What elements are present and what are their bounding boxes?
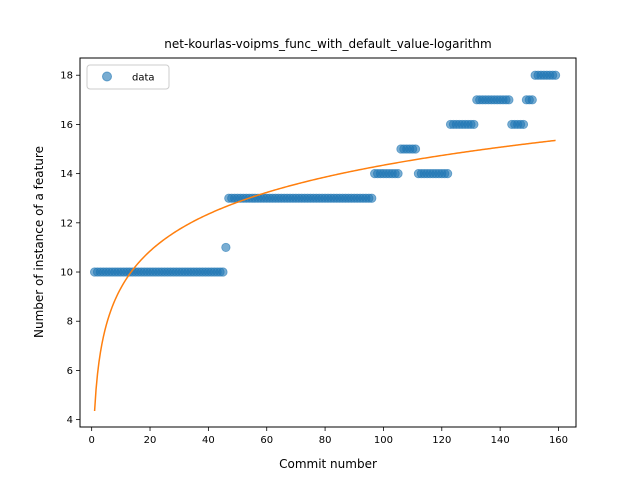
x-tick-label: 80 xyxy=(319,435,332,446)
y-tick-label: 16 xyxy=(60,120,73,131)
y-tick-label: 4 xyxy=(67,415,73,426)
y-tick-label: 14 xyxy=(60,169,73,180)
data-point xyxy=(393,169,403,179)
legend: data xyxy=(86,64,170,90)
x-tick-label: 140 xyxy=(491,435,510,446)
y-tick-label: 8 xyxy=(67,317,73,328)
data-point xyxy=(518,119,529,130)
fit-line xyxy=(93,139,556,412)
x-tick-label: 60 xyxy=(260,435,273,446)
data-point xyxy=(550,70,561,80)
data-point xyxy=(218,267,228,277)
legend-label-data: data xyxy=(132,73,155,84)
x-tick-label: 20 xyxy=(144,435,157,446)
y-tick-label: 18 xyxy=(60,71,73,82)
plot-area xyxy=(89,70,561,412)
x-tick-label: 120 xyxy=(432,435,451,446)
y-axis: 4 6 8 10 12 14 16 18 xyxy=(60,71,80,426)
y-tick-label: 6 xyxy=(67,366,73,377)
data-point xyxy=(221,242,231,253)
x-axis-label: Commit number xyxy=(279,457,377,471)
x-tick-label: 100 xyxy=(374,435,393,446)
data-point xyxy=(410,144,421,154)
y-tick-label: 12 xyxy=(60,218,73,229)
data-point xyxy=(443,169,453,179)
axes-frame xyxy=(79,57,577,428)
data-point xyxy=(504,95,514,105)
x-axis: 0 20 40 60 80 100 120 140 160 xyxy=(88,427,568,446)
y-axis-label: Number of instance of a feature xyxy=(32,146,46,338)
data-point xyxy=(367,193,377,203)
data-point xyxy=(527,95,537,105)
x-tick-label: 0 xyxy=(88,435,94,446)
data-point xyxy=(469,119,479,130)
x-tick-label: 40 xyxy=(202,435,215,446)
chart-title: net-kourlas-voipms_func_with_default_val… xyxy=(164,37,491,51)
legend-marker-icon xyxy=(102,71,112,82)
legend-box xyxy=(86,64,170,90)
x-tick-label: 160 xyxy=(549,435,568,446)
y-tick-label: 10 xyxy=(60,268,73,279)
